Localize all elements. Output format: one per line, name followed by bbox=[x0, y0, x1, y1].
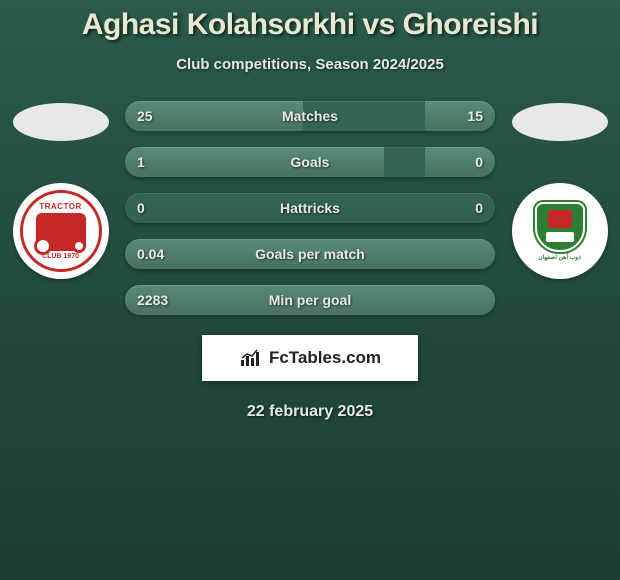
footer-date: 22 february 2025 bbox=[0, 403, 620, 421]
stat-row: 2283 Min per goal bbox=[125, 285, 495, 315]
stat-value-left: 25 bbox=[137, 108, 153, 124]
stat-fill-right bbox=[425, 147, 495, 177]
stat-row: 0.04 Goals per match bbox=[125, 239, 495, 269]
subtitle: Club competitions, Season 2024/2025 bbox=[0, 56, 620, 73]
stat-value-left: 0.04 bbox=[137, 246, 164, 262]
stat-fill-left bbox=[125, 147, 384, 177]
tractor-logo-bottom-text: CLUB 1970 bbox=[42, 253, 79, 260]
player-silhouette-right bbox=[512, 103, 608, 141]
stat-label: Goals per match bbox=[255, 246, 365, 262]
stat-label: Hattricks bbox=[280, 200, 340, 216]
stat-label: Min per goal bbox=[269, 292, 351, 308]
shield-emblem-icon bbox=[548, 210, 572, 228]
stat-row: 0 Hattricks 0 bbox=[125, 193, 495, 223]
shield-icon bbox=[535, 202, 585, 252]
page-title: Aghasi Kolahsorkhi vs Ghoreishi bbox=[0, 8, 620, 42]
tractor-logo-top-text: TRACTOR bbox=[39, 202, 81, 211]
stat-value-right: 0 bbox=[475, 154, 483, 170]
stat-label: Matches bbox=[282, 108, 338, 124]
brand-box[interactable]: FcTables.com bbox=[202, 335, 418, 381]
stat-value-left: 0 bbox=[137, 200, 145, 216]
stat-row: 25 Matches 15 bbox=[125, 101, 495, 131]
stat-value-left: 1 bbox=[137, 154, 145, 170]
zob-ahan-logo-icon: ذوب آهن اصفهان bbox=[519, 190, 601, 272]
stat-value-right: 0 bbox=[475, 200, 483, 216]
player-silhouette-left bbox=[13, 103, 109, 141]
club-logo-right: ذوب آهن اصفهان bbox=[512, 183, 608, 279]
tractor-body-icon bbox=[36, 213, 86, 251]
stat-fill-right bbox=[425, 101, 495, 131]
stat-value-right: 15 bbox=[467, 108, 483, 124]
tractor-wheel-icon bbox=[34, 237, 52, 255]
brand-text: FcTables.com bbox=[269, 348, 381, 368]
stats-column: 25 Matches 15 1 Goals 0 0 Hattricks 0 0.04 Goals p… bbox=[125, 101, 495, 315]
chart-icon bbox=[239, 348, 263, 368]
left-side: TRACTOR CLUB 1970 bbox=[6, 101, 115, 279]
club-right-caption: ذوب آهن اصفهان bbox=[538, 254, 581, 261]
stat-value-left: 2283 bbox=[137, 292, 168, 308]
stat-label: Goals bbox=[291, 154, 330, 170]
tractor-logo-icon: TRACTOR CLUB 1970 bbox=[20, 190, 102, 272]
right-side: ذوب آهن اصفهان bbox=[505, 101, 614, 279]
stat-row: 1 Goals 0 bbox=[125, 147, 495, 177]
comparison-layout: TRACTOR CLUB 1970 25 Matches 15 1 Goals 0 0 Hat… bbox=[0, 101, 620, 315]
shield-book-icon bbox=[546, 232, 574, 242]
club-logo-left: TRACTOR CLUB 1970 bbox=[13, 183, 109, 279]
tractor-wheel-icon bbox=[72, 239, 86, 253]
